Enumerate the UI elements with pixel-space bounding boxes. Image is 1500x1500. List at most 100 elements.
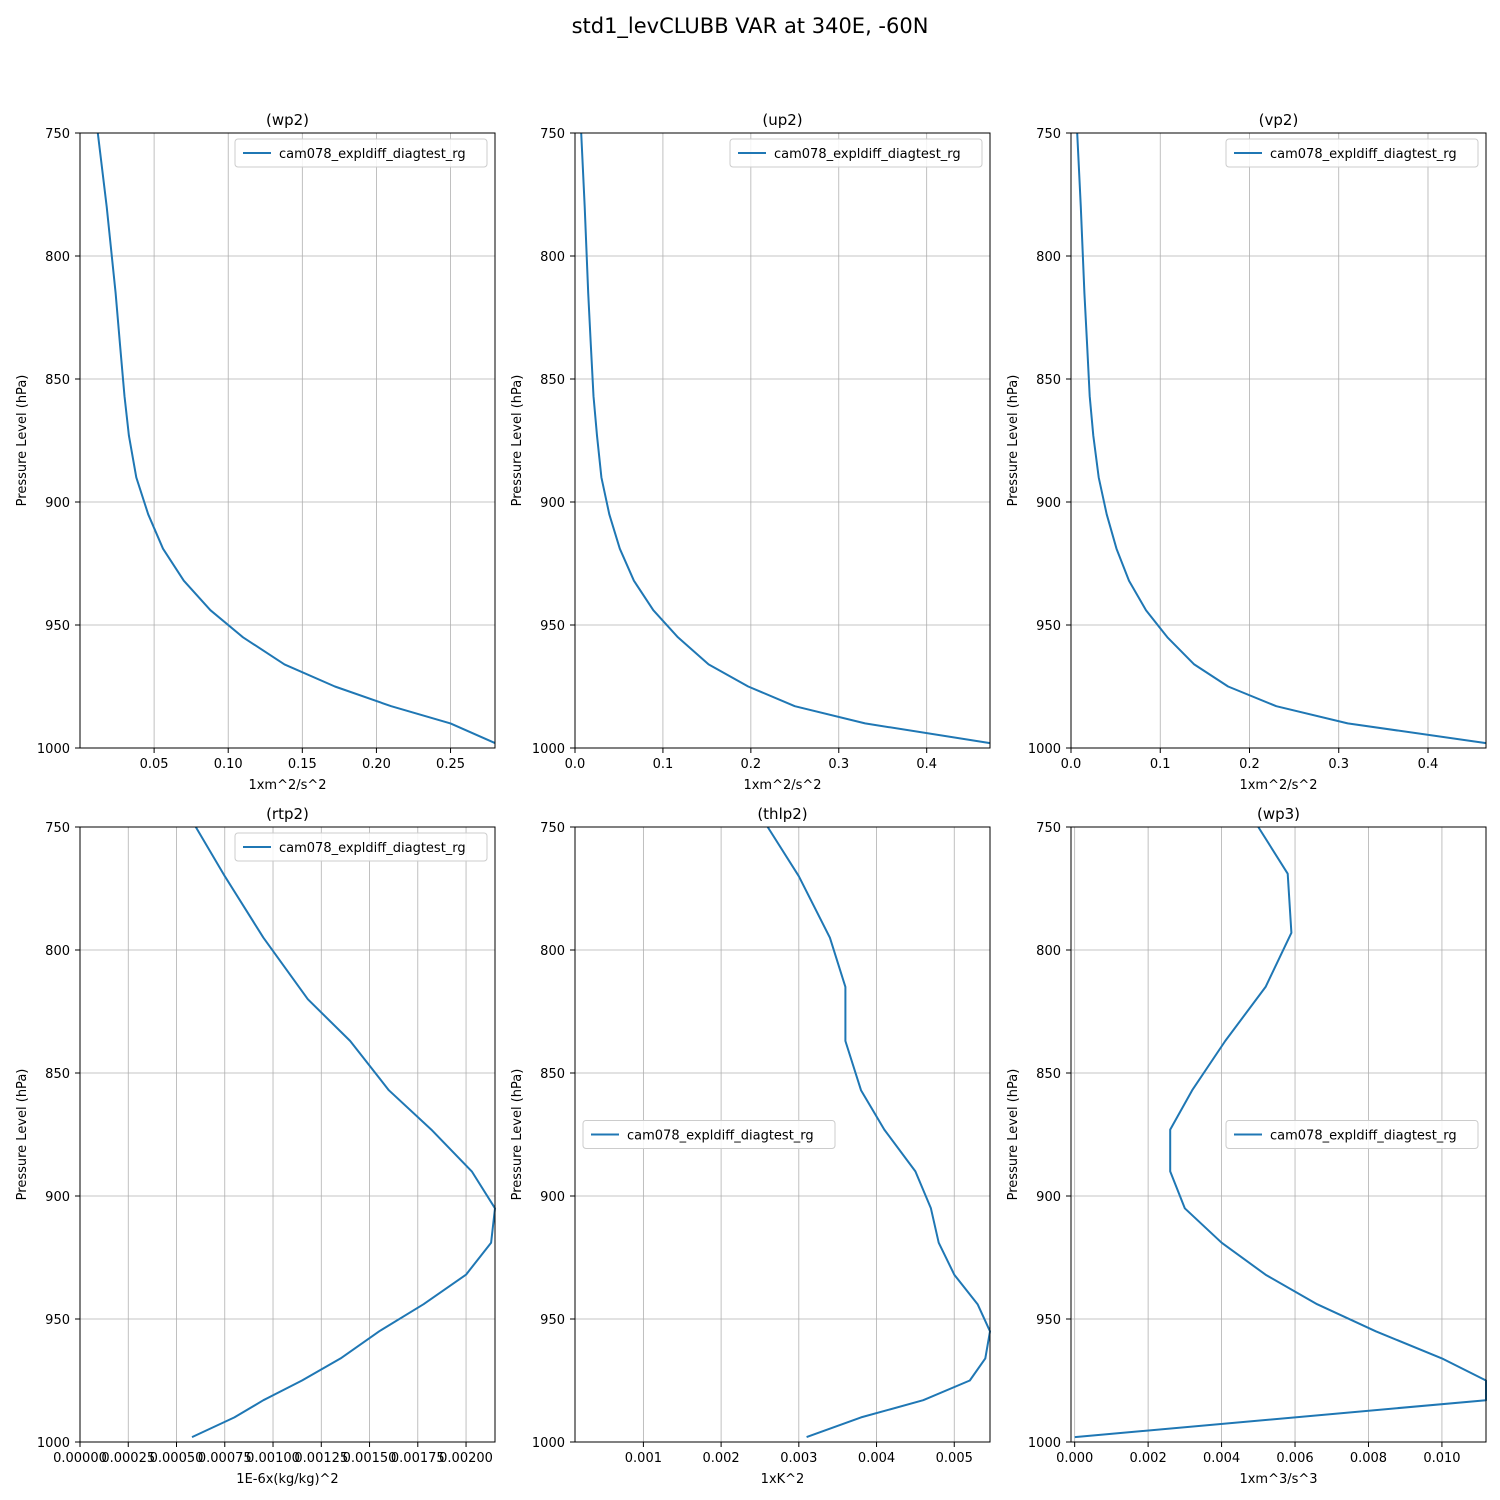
x-tick-label: 0.00075 <box>198 1451 252 1466</box>
y-tick-label: 850 <box>540 1067 565 1082</box>
subplot-4: 0.000000.000250.000500.000750.001000.001… <box>15 805 496 1487</box>
x-tick-label: 0.05 <box>140 757 169 772</box>
y-axis-label: Pressure Level (hPa) <box>15 375 30 507</box>
y-tick-label: 850 <box>540 373 565 388</box>
legend-box <box>1225 138 1479 168</box>
y-tick-label: 750 <box>1036 127 1061 142</box>
x-tick-label: 0.00100 <box>246 1451 300 1466</box>
figure-title: std1_levCLUBB VAR at 340E, -60N <box>571 14 929 38</box>
x-tick-label: 0.25 <box>436 757 465 772</box>
x-axis-label: 1xm^3/s^3 <box>1239 1472 1317 1487</box>
y-axis-label: Pressure Level (hPa) <box>1006 375 1021 507</box>
x-tick-label: 0.0 <box>1061 757 1082 772</box>
x-tick-label: 0.000 <box>1056 1451 1093 1466</box>
x-tick-label: 0.004 <box>858 1451 895 1466</box>
x-tick-label: 0.00000 <box>53 1451 107 1466</box>
legend: cam078_expldiff_diagtest_rg <box>729 138 983 168</box>
x-tick-label: 0.4 <box>916 757 937 772</box>
x-tick-label: 0.00175 <box>391 1451 445 1466</box>
x-tick-label: 0.00050 <box>150 1451 204 1466</box>
x-tick-label: 0.00125 <box>294 1451 348 1466</box>
legend-label: cam078_expldiff_diagtest_rg <box>279 147 466 162</box>
x-tick-label: 0.00025 <box>101 1451 155 1466</box>
x-tick-label: 0.15 <box>288 757 317 772</box>
subplot-2: 0.0 0.1 0.2 0.3 0.4 750 800 850 900 950 1000 (up2) 1… <box>510 111 991 793</box>
axes-frame <box>79 132 496 749</box>
y-tick-label: 1000 <box>37 1436 70 1451</box>
x-tick-label: 0.10 <box>214 757 243 772</box>
y-axis-label: Pressure Level (hPa) <box>15 1069 30 1201</box>
y-tick-label: 750 <box>540 821 565 836</box>
y-tick-label: 900 <box>45 496 70 511</box>
y-tick-label: 950 <box>540 1313 565 1328</box>
x-tick-label: 0.008 <box>1350 1451 1387 1466</box>
x-tick-label: 0.002 <box>1130 1451 1167 1466</box>
y-tick-label: 800 <box>45 944 70 959</box>
x-tick-label: 0.001 <box>625 1451 662 1466</box>
y-axis-label: Pressure Level (hPa) <box>510 375 525 507</box>
legend-box <box>1225 1120 1479 1149</box>
subplot-title: (thlp2) <box>757 805 807 823</box>
y-axis-label: Pressure Level (hPa) <box>510 1069 525 1201</box>
legend-label: cam078_expldiff_diagtest_rg <box>1270 1129 1457 1144</box>
axes-frame <box>574 826 991 1443</box>
y-tick-label: 750 <box>45 127 70 142</box>
y-tick-label: 800 <box>1036 944 1061 959</box>
legend: cam078_expldiff_diagtest_rg <box>234 138 488 168</box>
x-axis-label: 1xm^2/s^2 <box>248 778 326 793</box>
y-tick-label: 900 <box>540 1190 565 1205</box>
legend-box <box>582 1120 836 1149</box>
y-tick-label: 900 <box>540 496 565 511</box>
subplot-title: (wp3) <box>1257 805 1300 823</box>
x-tick-label: 0.00150 <box>343 1451 397 1466</box>
x-tick-label: 0.2 <box>741 757 762 772</box>
x-tick-label: 0.002 <box>702 1451 739 1466</box>
series-line <box>1076 132 1487 745</box>
y-tick-label: 850 <box>45 373 70 388</box>
x-tick-label: 0.006 <box>1276 1451 1313 1466</box>
x-tick-label: 0.003 <box>780 1451 817 1466</box>
subplot-3: 0.0 0.1 0.2 0.3 0.4 750 800 850 900 950 1000 (vp2) 1… <box>1006 111 1487 793</box>
x-tick-label: 0.1 <box>653 757 674 772</box>
y-tick-label: 950 <box>1036 619 1061 634</box>
y-tick-label: 800 <box>540 250 565 265</box>
axes-frame <box>79 826 496 1443</box>
x-tick-label: 0.3 <box>1328 757 1349 772</box>
x-axis-label: 1xm^2/s^2 <box>1239 778 1317 793</box>
x-tick-label: 0.0 <box>565 757 586 772</box>
subplot-5: 0.001 0.002 0.003 0.004 0.005 750 800 850 900 950… <box>510 805 991 1487</box>
y-tick-label: 1000 <box>1028 1436 1061 1451</box>
y-tick-label: 850 <box>1036 1067 1061 1082</box>
y-tick-label: 1000 <box>532 742 565 757</box>
x-axis-label: 1E-6x(kg/kg)^2 <box>236 1472 338 1487</box>
subplot-title: (vp2) <box>1259 111 1299 129</box>
axes-frame <box>1070 132 1487 749</box>
series-line <box>1074 826 1487 1439</box>
x-tick-label: 0.4 <box>1418 757 1439 772</box>
y-tick-label: 850 <box>45 1067 70 1082</box>
y-tick-label: 1000 <box>532 1436 565 1451</box>
y-tick-label: 950 <box>45 1313 70 1328</box>
y-tick-label: 850 <box>1036 373 1061 388</box>
y-tick-label: 750 <box>1036 821 1061 836</box>
legend-label: cam078_expldiff_diagtest_rg <box>1270 147 1457 162</box>
y-tick-label: 950 <box>540 619 565 634</box>
x-tick-label: 0.005 <box>936 1451 973 1466</box>
axes-frame <box>1070 826 1487 1443</box>
legend-label: cam078_expldiff_diagtest_rg <box>774 147 961 162</box>
legend: cam078_expldiff_diagtest_rg <box>1225 1120 1479 1149</box>
subplot-title: (rtp2) <box>266 805 309 823</box>
y-tick-label: 1000 <box>1028 742 1061 757</box>
subplot-title: (wp2) <box>266 111 309 129</box>
y-tick-label: 750 <box>540 127 565 142</box>
x-tick-label: 0.3 <box>828 757 849 772</box>
legend-label: cam078_expldiff_diagtest_rg <box>627 1129 814 1144</box>
y-tick-label: 800 <box>45 250 70 265</box>
legend: cam078_expldiff_diagtest_rg <box>1225 138 1479 168</box>
legend: cam078_expldiff_diagtest_rg <box>234 832 488 862</box>
series-line <box>191 826 496 1439</box>
y-tick-label: 800 <box>1036 250 1061 265</box>
legend-box <box>234 832 488 862</box>
x-tick-label: 0.20 <box>362 757 391 772</box>
